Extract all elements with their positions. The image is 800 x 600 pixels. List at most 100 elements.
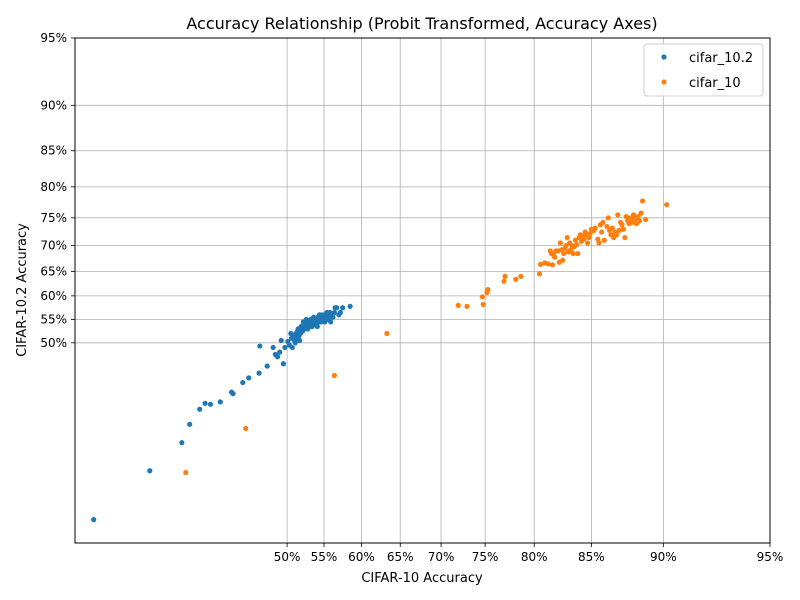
data-point (636, 218, 643, 224)
x-tick-label: 85% (578, 550, 605, 564)
data-point (314, 323, 320, 330)
data-point (616, 227, 622, 233)
data-point (643, 216, 649, 223)
legend-marker-cifar-10 (661, 79, 667, 85)
data-point (664, 202, 670, 208)
data-point (289, 344, 295, 351)
data-point (455, 302, 461, 308)
y-tick-label: 60% (40, 289, 67, 303)
y-axis-label: CIFAR-10.2 Accuracy (15, 223, 30, 357)
data-point (615, 212, 621, 218)
data-point (292, 340, 298, 346)
legend-label-cifar-10-2: cifar_10.2 (689, 51, 753, 66)
x-axis-ticks: 50% 55% 60% 65% 70% 75% 80% 85% 90% 95% (274, 543, 784, 564)
data-point (330, 314, 336, 320)
data-point (518, 273, 524, 279)
y-tick-label: 90% (40, 98, 67, 112)
y-tick-label: 80% (40, 180, 67, 194)
data-point (623, 214, 629, 220)
data-point (601, 237, 607, 243)
x-tick-label: 50% (274, 550, 301, 564)
data-point (513, 276, 519, 282)
data-point (622, 234, 628, 241)
data-point (619, 222, 625, 228)
data-point (282, 344, 288, 351)
legend-box (643, 43, 764, 97)
data-points (91, 198, 670, 523)
data-point (207, 401, 214, 407)
data-point (639, 198, 646, 204)
data-point (91, 517, 97, 523)
data-point (240, 379, 246, 386)
data-point (572, 237, 579, 243)
data-point (537, 261, 544, 267)
x-tick-label: 60% (348, 550, 375, 564)
data-point (464, 303, 470, 309)
data-point (604, 223, 610, 230)
x-tick-label: 65% (387, 550, 414, 564)
data-point (479, 294, 485, 300)
data-point (257, 343, 263, 349)
data-point (270, 344, 276, 351)
data-point (147, 468, 153, 474)
data-point (246, 375, 252, 381)
legend-label-cifar-10: cifar_10 (689, 76, 741, 91)
data-point (592, 225, 598, 231)
data-point (278, 337, 284, 344)
series-cifar-10 (183, 198, 670, 476)
series-cifar-10-2 (91, 303, 353, 523)
data-point (574, 241, 580, 248)
data-point (605, 215, 611, 221)
y-tick-label: 55% (40, 313, 67, 327)
data-point (609, 225, 615, 231)
x-tick-label: 70% (428, 550, 455, 564)
chart-title: Accuracy Relationship (Probit Transforme… (186, 14, 657, 33)
data-point (256, 370, 262, 376)
data-point (480, 301, 486, 308)
x-tick-label: 80% (521, 550, 548, 564)
x-tick-label: 75% (472, 550, 499, 564)
data-point (217, 399, 223, 405)
data-point (187, 421, 193, 427)
data-point (264, 363, 270, 369)
data-point (502, 273, 508, 279)
data-point (596, 240, 602, 246)
data-point (545, 261, 551, 267)
data-point (340, 305, 346, 311)
data-point (599, 229, 605, 235)
x-tick-label: 90% (650, 550, 677, 564)
data-point (638, 210, 644, 216)
y-tick-label: 70% (40, 239, 67, 253)
x-tick-label: 95% (757, 550, 784, 564)
data-point (587, 231, 593, 237)
data-point (600, 219, 606, 226)
x-axis-label: CIFAR-10 Accuracy (361, 571, 483, 586)
data-point (183, 469, 189, 476)
data-point (331, 309, 338, 316)
y-tick-label: 85% (40, 144, 67, 158)
data-point (560, 257, 566, 263)
data-point (280, 361, 287, 367)
data-point (202, 400, 208, 406)
data-point (328, 319, 334, 325)
plot-frame (74, 37, 771, 544)
data-point (536, 271, 543, 277)
data-point (297, 337, 303, 344)
data-point (561, 250, 567, 257)
data-point (581, 236, 587, 242)
data-point (243, 425, 249, 432)
y-tick-label: 95% (40, 31, 67, 45)
x-tick-label: 55% (311, 550, 338, 564)
data-point (501, 278, 507, 284)
legend: cifar_10.2 cifar_10 (643, 43, 764, 97)
data-point (549, 262, 556, 268)
data-point (570, 250, 576, 257)
data-point (230, 391, 236, 397)
data-point (197, 406, 203, 412)
y-tick-label: 65% (40, 264, 67, 278)
data-point (331, 372, 338, 379)
data-point (585, 240, 591, 246)
data-point (613, 232, 620, 238)
data-point (277, 349, 283, 355)
